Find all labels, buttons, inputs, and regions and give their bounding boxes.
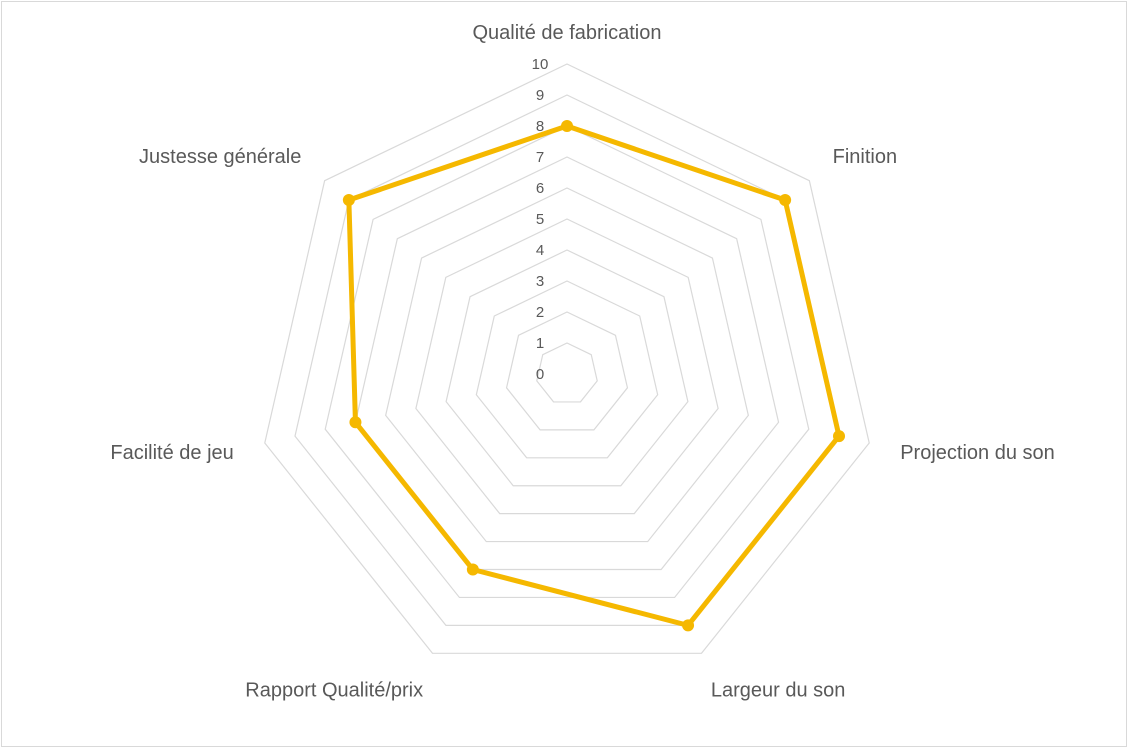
grid-ring-3 xyxy=(475,280,659,459)
axis-label-2: Projection du son xyxy=(900,442,1055,464)
tick-label-5: 5 xyxy=(536,211,544,228)
series-layer xyxy=(342,120,846,632)
radial-ticks: 0 1 2 3 4 5 6 7 8 9 10 xyxy=(532,56,549,383)
axis-label-1: Finition xyxy=(833,146,897,168)
grid xyxy=(264,63,870,654)
grid-ring-7 xyxy=(354,156,780,571)
tick-label-3: 3 xyxy=(536,273,544,290)
grid-ring-9 xyxy=(294,94,840,626)
grid-ring-8 xyxy=(324,125,810,599)
data-point-4 xyxy=(466,563,479,576)
data-point-1 xyxy=(779,194,792,207)
tick-label-7: 7 xyxy=(536,149,544,166)
grid-ring-5 xyxy=(415,218,719,515)
grid-ring-6 xyxy=(385,187,749,543)
data-point-0 xyxy=(561,120,573,132)
series-line-0 xyxy=(346,123,842,628)
data-point-2 xyxy=(833,430,846,443)
tick-label-1: 1 xyxy=(536,335,544,352)
tick-label-8: 8 xyxy=(536,118,544,135)
grid-ring-2 xyxy=(505,311,629,431)
tick-label-6: 6 xyxy=(536,180,544,197)
axis-label-6: Justesse générale xyxy=(139,146,301,168)
axis-label-3: Largeur du son xyxy=(711,679,846,701)
axis-label-5: Facilité de jeu xyxy=(110,442,233,464)
data-point-5 xyxy=(349,416,362,429)
tick-label-0: 0 xyxy=(536,366,544,383)
tick-label-4: 4 xyxy=(536,242,544,259)
axis-labels: Qualité de fabrication Finition Projection… xyxy=(110,22,1054,701)
tick-label-2: 2 xyxy=(536,304,544,321)
grid-ring-10 xyxy=(264,63,870,654)
axis-label-4: Rapport Qualité/prix xyxy=(245,679,423,701)
grid-ring-1 xyxy=(536,342,598,403)
grid-ring-4 xyxy=(445,249,689,487)
tick-label-10: 10 xyxy=(532,56,549,73)
axis-label-0: Qualité de fabrication xyxy=(472,22,661,44)
tick-label-9: 9 xyxy=(536,87,544,104)
data-point-6 xyxy=(342,194,355,207)
data-point-3 xyxy=(682,619,695,632)
